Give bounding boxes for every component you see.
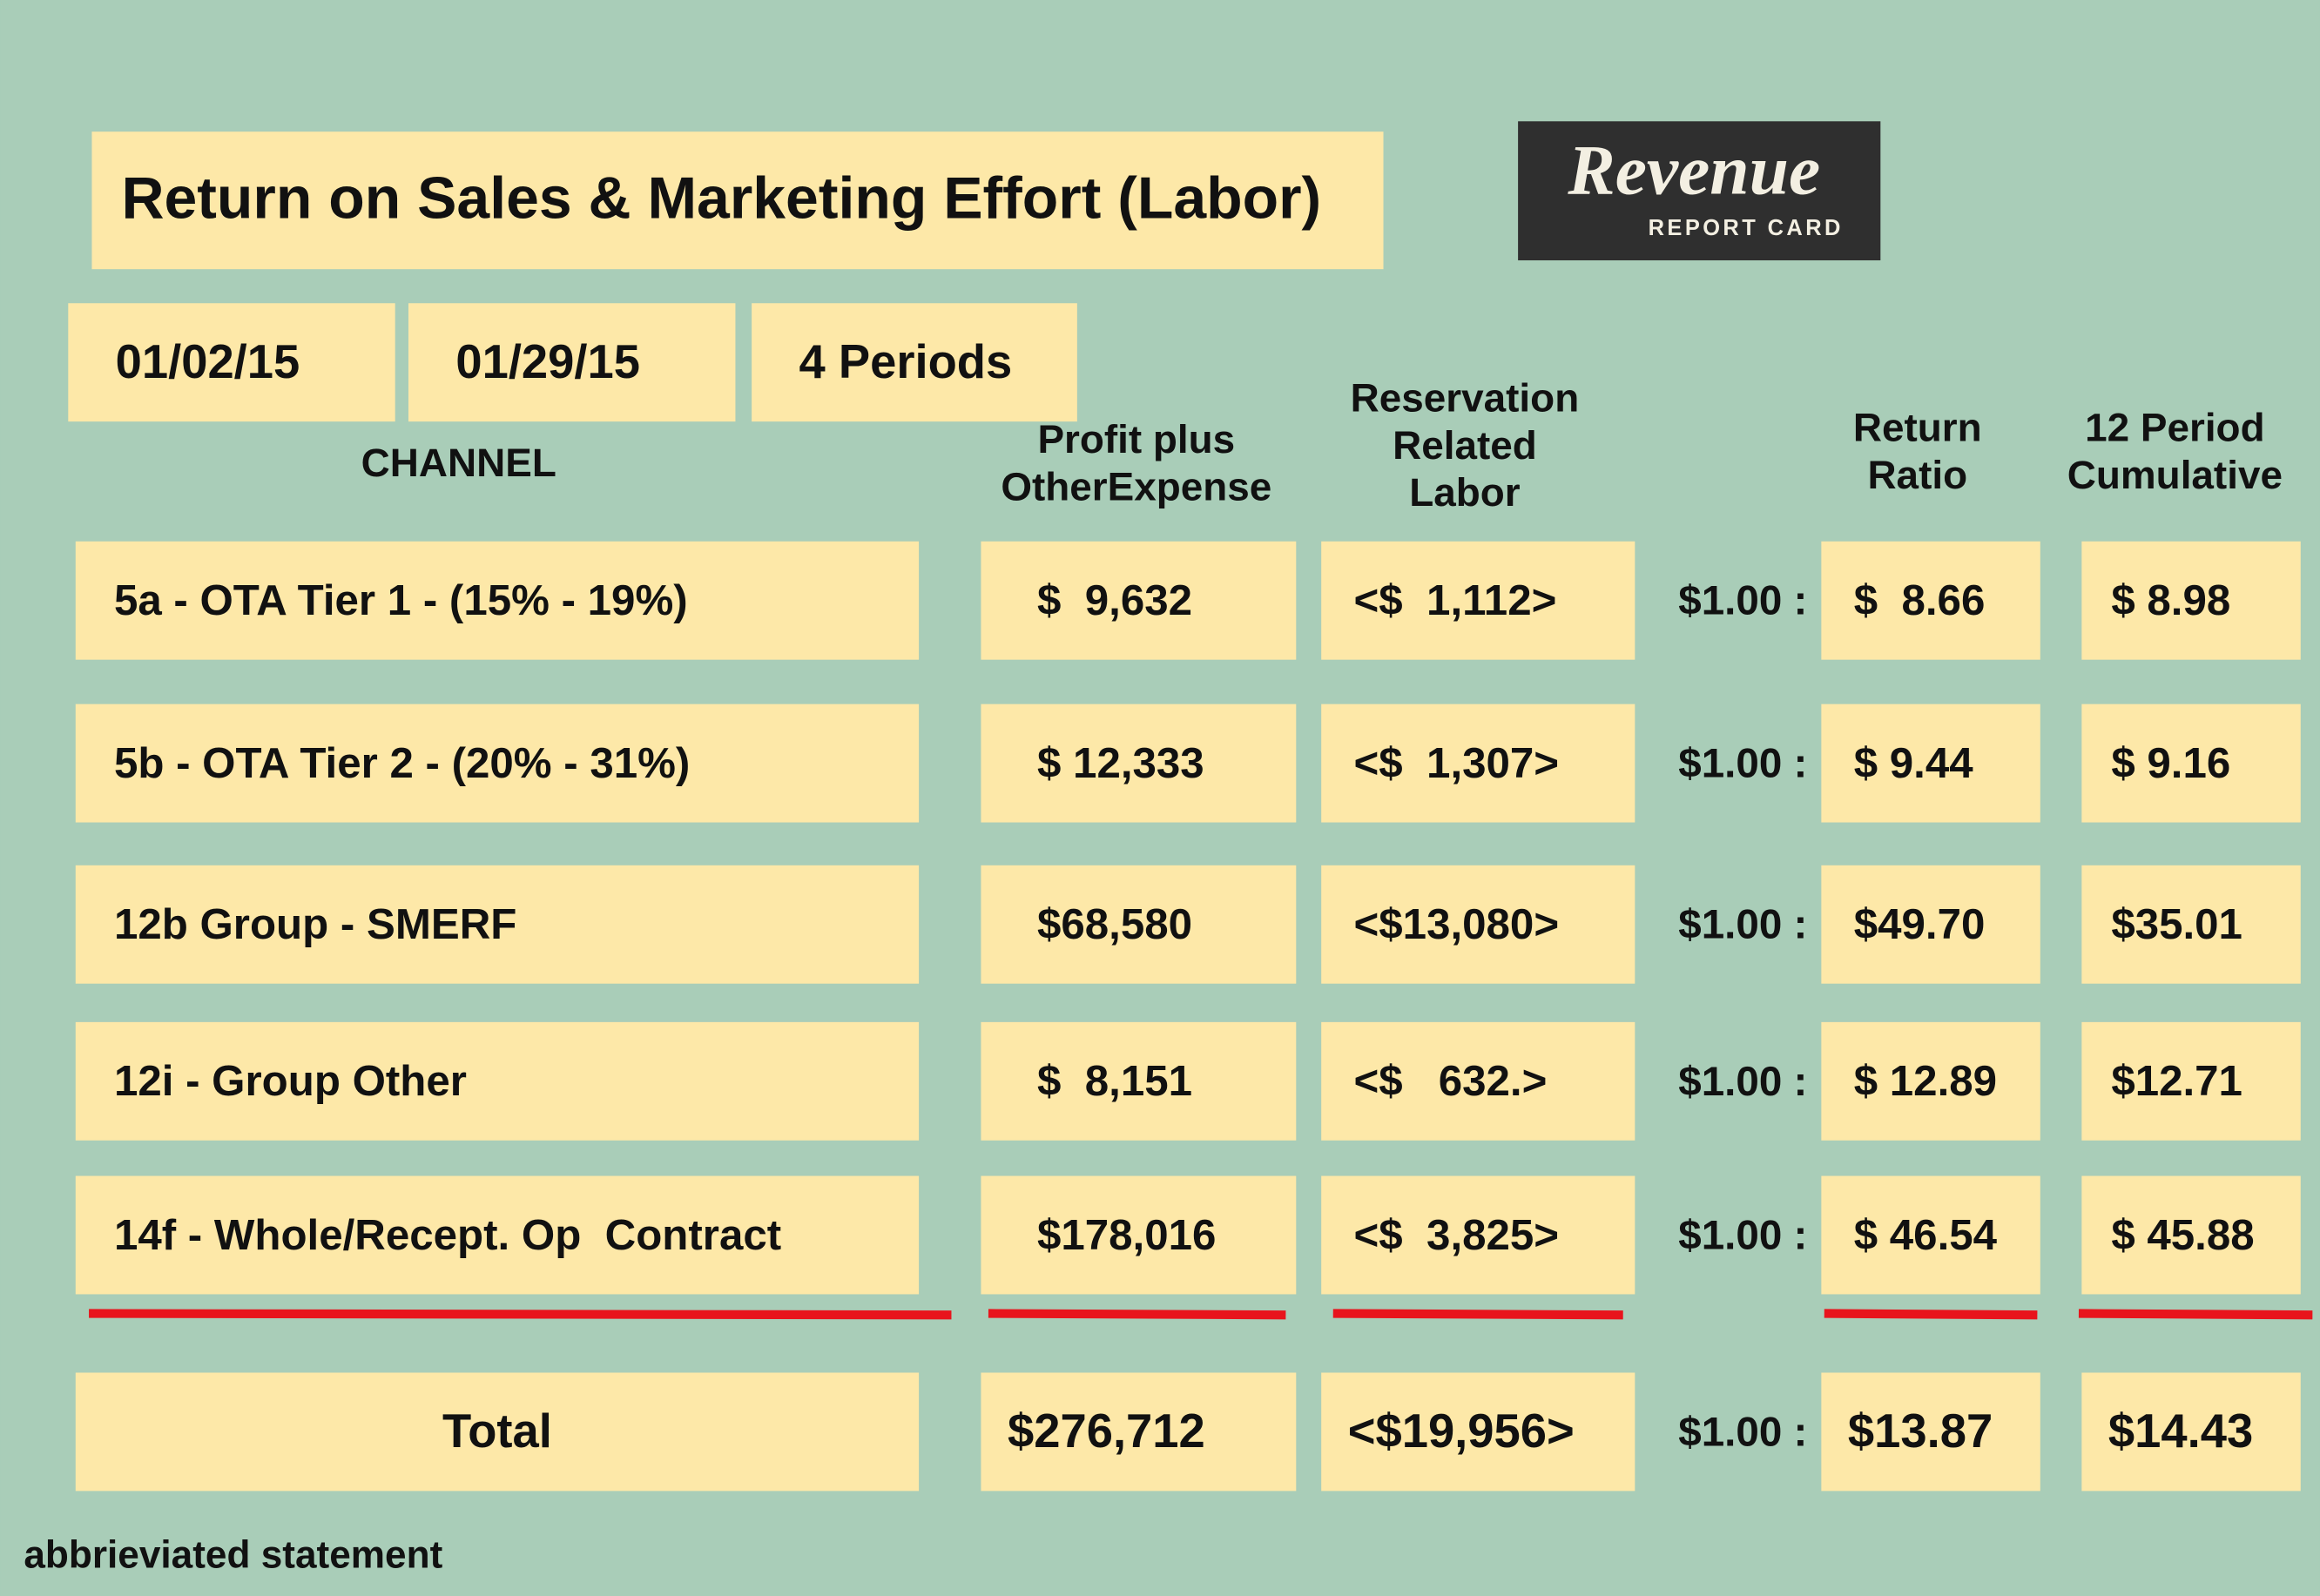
- ratio-cell: $ 46.54: [1854, 1211, 1998, 1259]
- date-label: 01/29/15: [455, 335, 640, 388]
- ratio-box: [1821, 1175, 2040, 1295]
- labor-cell: <$ 1,112>: [1354, 576, 1557, 624]
- ratio-box: [1821, 865, 2040, 984]
- cumulative-cell: $12.71: [2111, 1057, 2242, 1105]
- labor-cell: <$19,956>: [1348, 1404, 1575, 1458]
- ratio-prefix: $1.00 :: [1678, 1212, 1807, 1258]
- cumulative-cell: $ 9.16: [2111, 739, 2230, 787]
- cumulative-box: [2081, 1372, 2301, 1492]
- profit-box: [981, 865, 1297, 984]
- cumulative-cell: $ 45.88: [2111, 1211, 2254, 1259]
- labor-box: [1321, 1372, 1635, 1492]
- column-header: 12 Period: [2085, 404, 2264, 449]
- logo-sub: REPORT CARD: [1649, 216, 1844, 240]
- title: Return on Sales & Marketing Effort (Labo…: [121, 165, 1321, 232]
- total-rule: [89, 1309, 952, 1320]
- channel-box: [75, 541, 920, 660]
- ratio-prefix: $1.00 :: [1678, 741, 1807, 787]
- profit-cell: $178,016: [1037, 1211, 1216, 1259]
- cumulative-box: [2081, 704, 2301, 823]
- channel-cell: 12i - Group Other: [114, 1057, 467, 1105]
- channel-cell: 5b - OTA Tier 2 - (20% - 31%): [114, 739, 690, 787]
- footnote: abbrieviated statement: [24, 1534, 442, 1577]
- total-rule: [988, 1309, 1286, 1320]
- ratio-box: [1821, 541, 2040, 660]
- profit-cell: $ 8,151: [1037, 1057, 1192, 1105]
- column-header: Profit plus: [1037, 416, 1235, 461]
- channel-box: [75, 865, 920, 984]
- total-rule: [2078, 1309, 2313, 1320]
- column-header: Return: [1853, 404, 1982, 449]
- channel-cell: 5a - OTA Tier 1 - (15% - 19%): [114, 576, 688, 624]
- cumulative-box: [2081, 1021, 2301, 1141]
- labor-cell: <$13,080>: [1354, 900, 1560, 948]
- channel-cell: 14f - Whole/Recept. Op Contract: [114, 1211, 781, 1259]
- ratio-prefix: $1.00 :: [1678, 1059, 1807, 1105]
- date-label: 01/02/15: [116, 335, 300, 388]
- cumulative-cell: $ 8.98: [2111, 576, 2230, 624]
- ratio-box: [1821, 704, 2040, 823]
- ratio-prefix: $1.00 :: [1678, 578, 1807, 624]
- ratio-cell: $13.87: [1848, 1404, 1993, 1458]
- cumulative-cell: $14.43: [2108, 1404, 2253, 1458]
- profit-cell: $68,580: [1037, 900, 1192, 948]
- labor-cell: <$ 632.>: [1354, 1057, 1548, 1105]
- channel-box: [75, 704, 920, 823]
- channel-box: [75, 1021, 920, 1141]
- labor-box: [1321, 704, 1635, 823]
- logo-word: Revenue: [1567, 131, 1820, 210]
- total-rule: [1824, 1309, 2038, 1320]
- logo: [1518, 121, 1881, 260]
- cumulative-box: [2081, 865, 2301, 984]
- labor-cell: <$ 1,307>: [1354, 739, 1560, 787]
- labor-box: [1321, 1175, 1635, 1295]
- column-header: CHANNEL: [361, 440, 556, 485]
- date-label: 4 Periods: [799, 335, 1012, 388]
- ratio-box: [1821, 1372, 2040, 1492]
- profit-box: [981, 1175, 1297, 1295]
- labor-box: [1321, 865, 1635, 984]
- column-header: Cumulative: [2067, 452, 2283, 497]
- ratio-cell: $49.70: [1854, 900, 1986, 948]
- ratio-cell: $ 8.66: [1854, 576, 1986, 624]
- profit-box: [981, 1021, 1297, 1141]
- channel-cell: 12b Group - SMERF: [114, 900, 516, 948]
- ratio-prefix: $1.00 :: [1678, 1409, 1807, 1455]
- ratio-box: [1821, 1021, 2040, 1141]
- profit-box: [981, 1372, 1297, 1492]
- column-header: Ratio: [1867, 452, 1967, 497]
- date-box: [408, 303, 736, 422]
- column-header: OtherExpense: [1001, 463, 1271, 508]
- labor-box: [1321, 1021, 1635, 1141]
- cumulative-cell: $35.01: [2111, 900, 2242, 948]
- profit-box: [981, 704, 1297, 823]
- column-header: Labor: [1409, 469, 1521, 515]
- date-box: [68, 303, 395, 422]
- total-rule: [1332, 1309, 1623, 1320]
- date-box: [752, 303, 1077, 422]
- profit-box: [981, 541, 1297, 660]
- channel-cell: Total: [442, 1404, 552, 1458]
- channel-box: [75, 1175, 920, 1295]
- cumulative-box: [2081, 541, 2301, 660]
- labor-cell: <$ 3,825>: [1354, 1211, 1560, 1259]
- ratio-cell: $ 12.89: [1854, 1057, 1997, 1105]
- title-box: [91, 131, 1384, 270]
- profit-cell: $276,712: [1008, 1404, 1205, 1458]
- cumulative-box: [2081, 1175, 2301, 1295]
- column-header: Related: [1393, 422, 1537, 468]
- labor-box: [1321, 541, 1635, 660]
- ratio-prefix: $1.00 :: [1678, 902, 1807, 948]
- column-header: Reservation: [1351, 374, 1580, 420]
- channel-box: [75, 1372, 920, 1492]
- profit-cell: $ 9,632: [1037, 576, 1192, 624]
- profit-cell: $ 12,333: [1037, 739, 1204, 787]
- ratio-cell: $ 9.44: [1854, 739, 1974, 787]
